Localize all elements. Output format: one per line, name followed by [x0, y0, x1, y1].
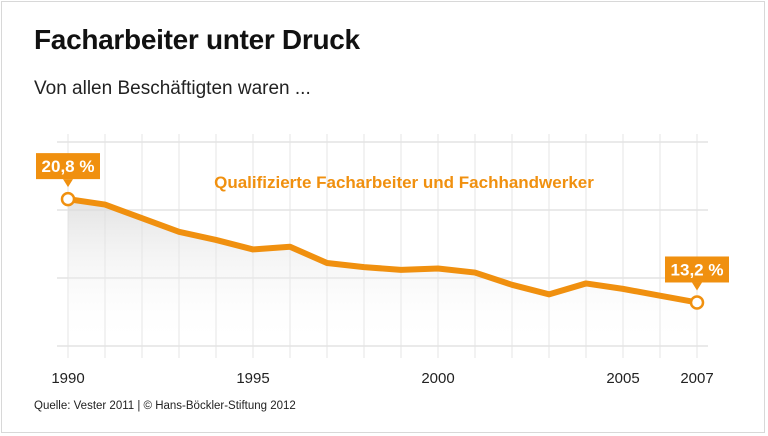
- value-label: 20,8 %: [42, 157, 95, 176]
- x-tick-label: 2000: [421, 370, 454, 387]
- x-tick-label: 2007: [680, 370, 713, 387]
- x-tick-label: 1995: [236, 370, 269, 387]
- area-fill: [68, 199, 697, 346]
- endpoint-marker: [689, 295, 705, 310]
- series-line: [65, 196, 700, 306]
- value-label-box: [36, 153, 100, 180]
- source-note: Quelle: Vester 2011 | © Hans-Böckler-Sti…: [34, 400, 296, 412]
- chart-subtitle: Von allen Beschäftigten waren ...: [34, 78, 311, 99]
- x-axis-ticks: 1990 1995 2000 2005 2007: [51, 370, 713, 387]
- value-label-box: [665, 256, 729, 283]
- value-label: 13,2 %: [671, 260, 724, 279]
- x-tick-label: 2005: [606, 370, 639, 387]
- endpoint-marker: [60, 191, 76, 207]
- chart-title: Facharbeiter unter Druck: [34, 24, 360, 55]
- x-tick-label: 1990: [51, 370, 84, 387]
- value-label-pointer: [63, 179, 73, 188]
- value-label-pointer: [692, 282, 702, 291]
- series-label: Qualifizierte Facharbeiter und Fachhandw…: [214, 173, 594, 192]
- annotations: 20,8 % 13,2 %: [36, 153, 729, 310]
